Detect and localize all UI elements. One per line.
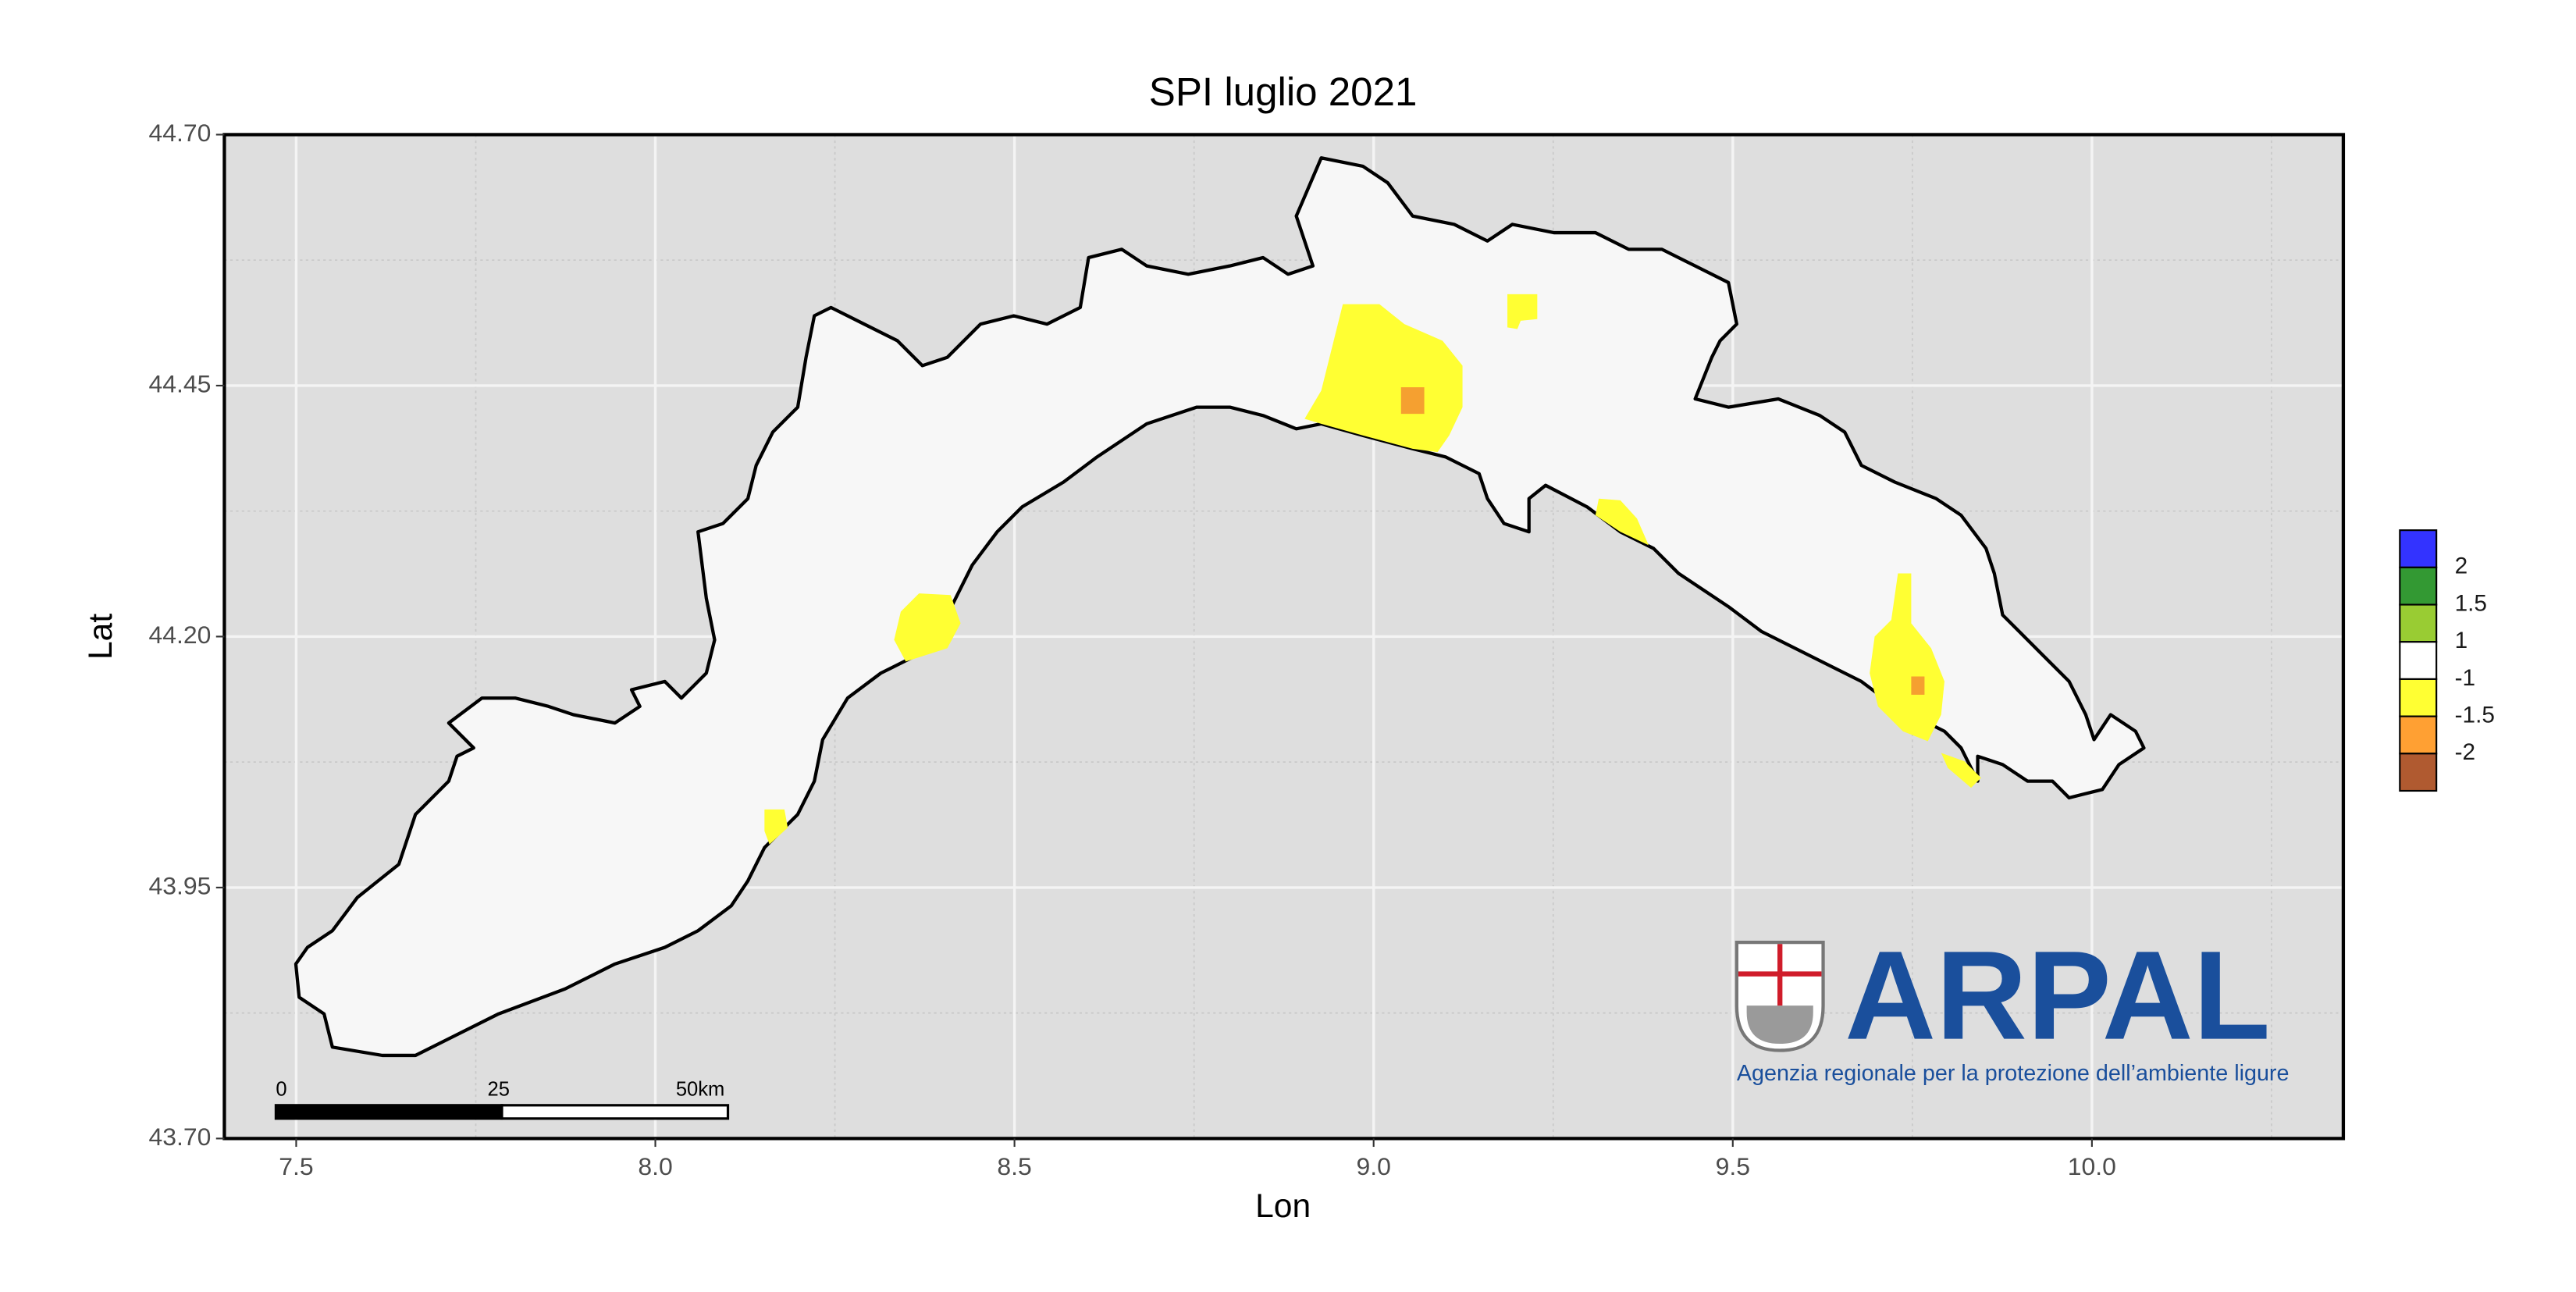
logo-shield-base (1746, 1005, 1813, 1045)
legend-swatch (2399, 603, 2438, 643)
legend-label: 2 (2455, 553, 2468, 579)
y-tick-label: 44.70 (148, 119, 211, 147)
legend-label: 1 (2455, 628, 2468, 653)
legend-label: -1.5 (2455, 702, 2495, 728)
spi-class-area (1400, 387, 1425, 415)
scale-bar: 0 25 50km (274, 1078, 730, 1120)
scale-bar-segment (500, 1104, 730, 1120)
spi-class-area (1911, 676, 1925, 695)
scale-bar-label: 50km (676, 1078, 724, 1100)
legend-swatch (2399, 753, 2438, 792)
scale-bar-label: 0 (276, 1078, 286, 1100)
x-tick-label: 10.0 (2068, 1152, 2116, 1180)
region-map (294, 156, 2146, 1058)
x-axis-title: Lon (1255, 1187, 1311, 1225)
x-tick-label: 8.0 (638, 1152, 672, 1180)
spi-class-area (1941, 753, 1981, 788)
y-tick-label: 43.95 (148, 871, 211, 899)
legend-label: -1 (2455, 665, 2476, 691)
legend-swatch (2399, 678, 2438, 717)
legend: 2 1.5 1 -1 -1.5 -2 (2399, 529, 2495, 792)
spi-class-area (1595, 498, 1649, 546)
scale-bar-label: 25 (488, 1078, 510, 1100)
x-tick-label: 9.5 (1716, 1152, 1750, 1180)
legend-label: -2 (2455, 739, 2476, 765)
y-tick-label: 43.70 (148, 1123, 211, 1151)
region-outline (294, 156, 2146, 1058)
logo-name: ARPAL (1845, 926, 2270, 1066)
y-axis-title: Lat (82, 614, 119, 660)
x-tick-label: 8.5 (997, 1152, 1031, 1180)
logo: ARPAL Agenzia regionale per la protezion… (1735, 926, 2290, 1086)
spi-class-area (1870, 573, 1944, 742)
spi-class-area (1304, 304, 1463, 453)
x-tick-label: 9.0 (1357, 1152, 1391, 1180)
spi-class-area (1507, 294, 1538, 329)
legend-label: 1.5 (2455, 590, 2487, 616)
chart-title: SPI luglio 2021 (1149, 69, 1418, 114)
legend-swatch (2399, 566, 2438, 606)
spi-class-area (764, 809, 788, 845)
x-tick-label: 7.5 (279, 1152, 313, 1180)
y-tick-label: 44.45 (148, 369, 211, 397)
y-tick-label: 44.20 (148, 621, 211, 649)
spi-class-area (894, 593, 961, 662)
legend-swatch (2399, 529, 2438, 568)
legend-swatch (2399, 641, 2438, 680)
logo-subtitle: Agenzia regionale per la protezione dell… (1737, 1061, 2290, 1086)
scale-bar-segment (274, 1104, 503, 1120)
legend-swatch (2399, 715, 2438, 755)
